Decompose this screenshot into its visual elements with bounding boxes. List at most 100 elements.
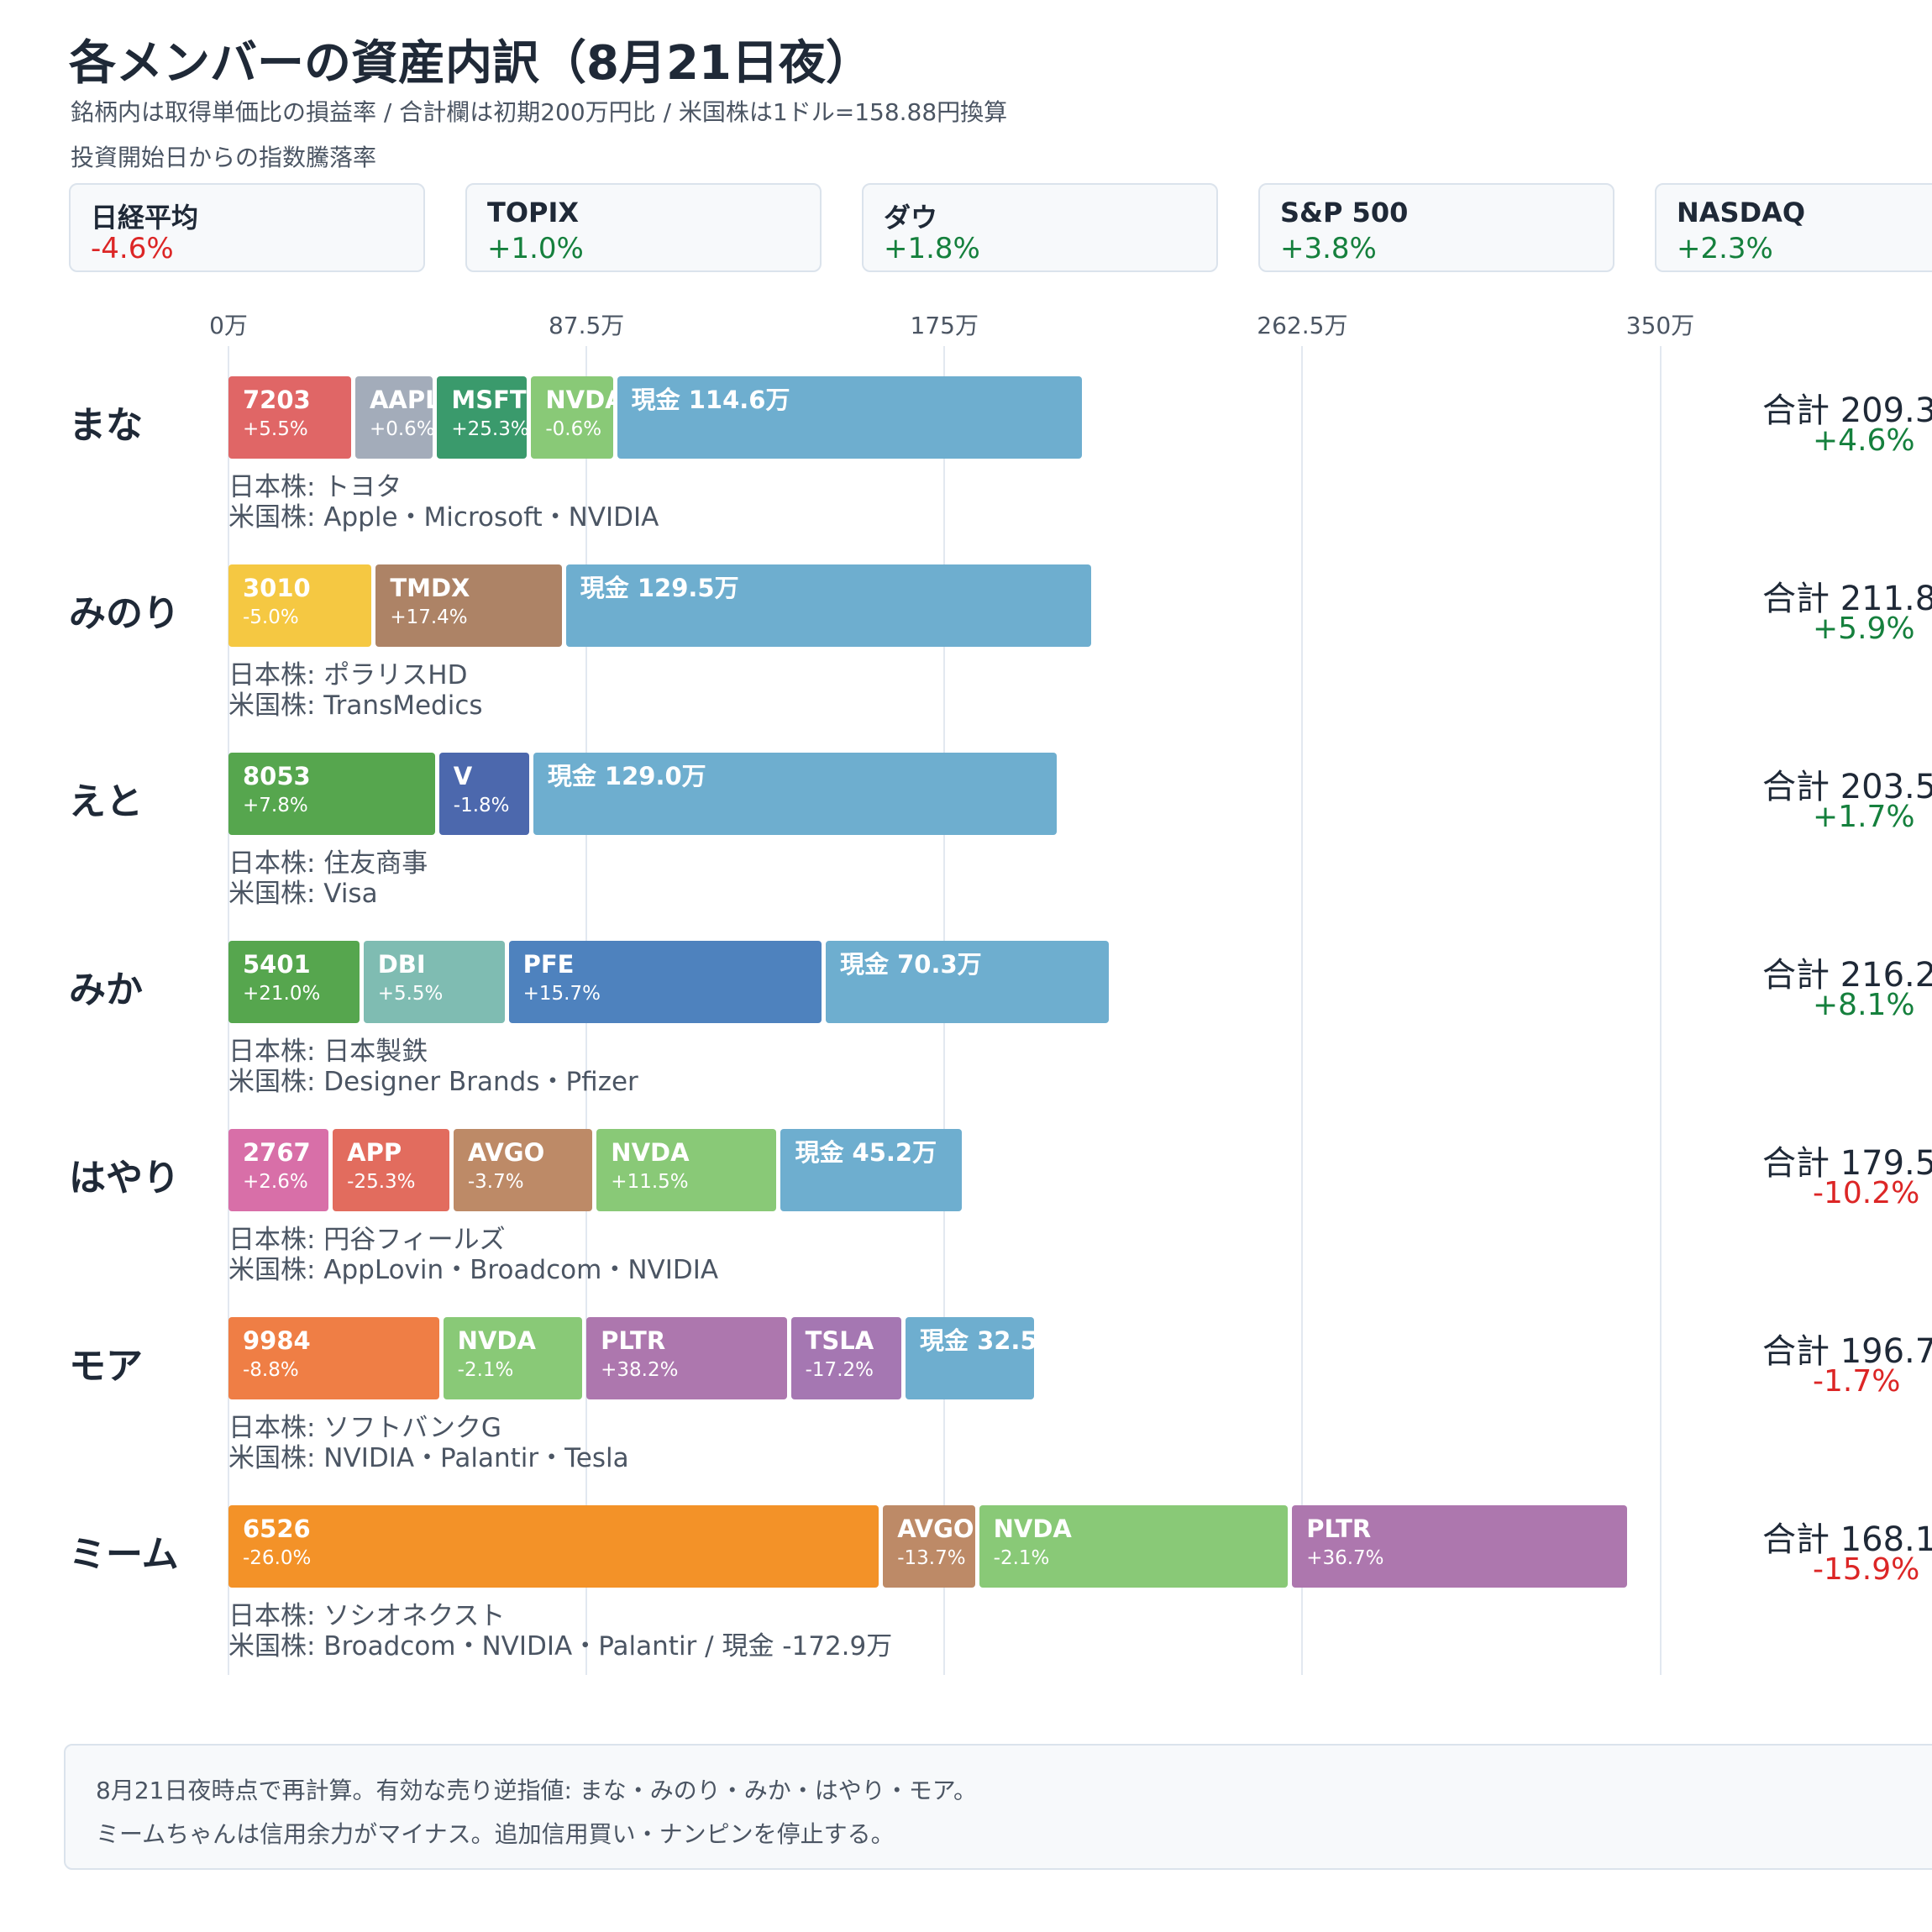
- us-stocks-note: 米国株: AppLovin・Broadcom・NVIDIA: [228, 1255, 719, 1285]
- segment-return: -17.2%: [805, 1359, 874, 1381]
- x-tick-label: 262.5万: [1257, 312, 1348, 339]
- index-card-topix: TOPIX +1.0%: [465, 183, 822, 272]
- us-stocks-note: 米国株: NVIDIA・Palantir・Tesla: [228, 1443, 629, 1473]
- us-stocks-note: 米国株: Apple・Microsoft・NVIDIA: [228, 502, 659, 533]
- segment-label: 現金 32.5万: [919, 1326, 1035, 1355]
- segment-label: 現金 129.5万: [580, 574, 739, 602]
- footer-line: ミームちゃんは信用余力がマイナス。追加信用買い・ナンピンを停止する。: [96, 1820, 895, 1848]
- segment-label: NVDA: [457, 1326, 536, 1355]
- holding-segment: AAPL +0.6%: [354, 376, 433, 459]
- holding-segment: DBI +5.5%: [363, 941, 505, 1023]
- segment-label: MSFT: [451, 386, 527, 414]
- gridline: [1659, 346, 1662, 1675]
- index-name: TOPIX: [487, 197, 580, 228]
- segment-label: 2767: [243, 1138, 311, 1167]
- index-card-sp500: S&P 500 +3.8%: [1258, 183, 1614, 272]
- member-change: +5.9%: [1813, 612, 1915, 646]
- page-title: 各メンバーの資産内訳（8月21日夜）: [69, 36, 873, 91]
- segment-label: TMDX: [390, 574, 470, 602]
- us-stocks-note: 米国株: TransMedics: [228, 690, 483, 721]
- member-name: まな: [69, 404, 143, 447]
- member-change: -15.9%: [1813, 1552, 1920, 1587]
- indices-heading: 投資開始日からの指数騰落率: [71, 144, 377, 171]
- segment-label: 現金 129.0万: [547, 762, 706, 790]
- japan-stocks-note: 日本株: トヨタ: [228, 472, 402, 502]
- holding-segment: MSFT +25.3%: [437, 376, 528, 459]
- segment-return: -8.8%: [243, 1359, 299, 1381]
- japan-stocks-note: 日本株: 円谷フィールズ: [228, 1225, 506, 1255]
- segment-return: +11.5%: [611, 1171, 689, 1193]
- holding-segment: APP -25.3%: [333, 1129, 449, 1211]
- index-name: ダウ: [884, 202, 938, 234]
- segment-return: -1.8%: [453, 795, 510, 816]
- holding-segment: V -1.8%: [438, 753, 529, 835]
- segment-label: NVDA: [611, 1138, 690, 1167]
- member-total: 合計 216.2: [1762, 956, 1932, 995]
- holding-segment: TMDX +17.4%: [375, 564, 562, 647]
- segment-label: 現金 114.6万: [631, 386, 790, 414]
- segment-label: 現金 70.3万: [840, 950, 982, 979]
- segment-label: 6526: [243, 1515, 311, 1543]
- segment-label: PLTR: [1306, 1515, 1372, 1543]
- holding-segment: PFE +15.7%: [508, 941, 822, 1023]
- cash-segment: 現金 114.6万: [617, 376, 1082, 459]
- x-tick-label: 87.5万: [548, 312, 625, 339]
- holding-segment: 6526 -26.0%: [228, 1505, 879, 1588]
- member-total: 合計 179.5: [1762, 1144, 1932, 1183]
- segment-return: +15.7%: [522, 983, 601, 1005]
- x-tick-label: 350万: [1625, 312, 1695, 339]
- x-tick-label: 175万: [910, 312, 979, 339]
- holding-segment: PLTR +38.2%: [586, 1317, 787, 1399]
- cash-segment: 現金 70.3万: [826, 941, 1110, 1023]
- segment-label: 現金 45.2万: [795, 1138, 937, 1167]
- holding-segment: AVGO -3.7%: [453, 1129, 593, 1211]
- index-value: +3.8%: [1280, 232, 1377, 265]
- segment-return: -2.1%: [993, 1547, 1050, 1569]
- index-value: +1.8%: [884, 232, 980, 265]
- japan-stocks-note: 日本株: 住友商事: [228, 848, 428, 879]
- segment-return: -0.6%: [545, 418, 602, 440]
- holding-segment: NVDA +11.5%: [596, 1129, 777, 1211]
- segment-label: NVDA: [993, 1515, 1072, 1543]
- holding-segment: NVDA -2.1%: [443, 1317, 583, 1399]
- member-name: モア: [69, 1345, 143, 1388]
- member-change: +8.1%: [1813, 988, 1915, 1022]
- segment-label: 5401: [243, 950, 311, 979]
- segment-label: AVGO: [897, 1515, 974, 1543]
- segment-return: -2.1%: [457, 1359, 514, 1381]
- segment-return: -3.7%: [467, 1171, 524, 1193]
- segment-return: +5.5%: [377, 983, 444, 1005]
- member-change: -1.7%: [1813, 1364, 1901, 1399]
- member-total: 合計 203.5: [1762, 768, 1932, 806]
- japan-stocks-note: 日本株: ソシオネクスト: [228, 1601, 506, 1631]
- index-card-dow: ダウ +1.8%: [862, 183, 1218, 272]
- index-name: NASDAQ: [1677, 197, 1806, 228]
- member-name: ミーム: [69, 1533, 179, 1576]
- segment-label: AAPL: [369, 386, 433, 414]
- member-change: +4.6%: [1813, 423, 1915, 458]
- cash-segment: 現金 129.0万: [533, 753, 1058, 835]
- holding-segment: PLTR +36.7%: [1292, 1505, 1628, 1588]
- segment-label: 9984: [243, 1326, 311, 1355]
- segment-label: V: [453, 762, 473, 790]
- segment-label: AVGO: [467, 1138, 545, 1167]
- segment-return: +2.6%: [243, 1171, 308, 1193]
- index-value: +1.0%: [487, 232, 584, 265]
- index-value: -4.6%: [91, 232, 174, 265]
- member-total: 合計 209.3: [1762, 391, 1932, 430]
- japan-stocks-note: 日本株: 日本製鉄: [228, 1037, 428, 1067]
- footer-note: 8月21日夜時点で再計算。有効な売り逆指値: まな・みのり・みか・はやり・モア。…: [64, 1744, 1932, 1870]
- segment-label: 7203: [243, 386, 311, 414]
- holding-segment: NVDA -0.6%: [531, 376, 613, 459]
- segment-return: +38.2%: [601, 1359, 679, 1381]
- member-total: 合計 211.8: [1762, 580, 1932, 618]
- segment-return: +5.5%: [243, 418, 308, 440]
- segment-label: PFE: [522, 950, 575, 979]
- segment-label: 3010: [243, 574, 311, 602]
- holding-segment: 8053 +7.8%: [228, 753, 435, 835]
- index-value: +2.3%: [1677, 232, 1773, 265]
- member-total: 合計 196.7: [1762, 1332, 1932, 1371]
- index-name: 日経平均: [91, 202, 199, 234]
- us-stocks-note: 米国株: Broadcom・NVIDIA・Palantir / 現金 -172.…: [228, 1631, 893, 1662]
- segment-label: NVDA: [545, 386, 612, 414]
